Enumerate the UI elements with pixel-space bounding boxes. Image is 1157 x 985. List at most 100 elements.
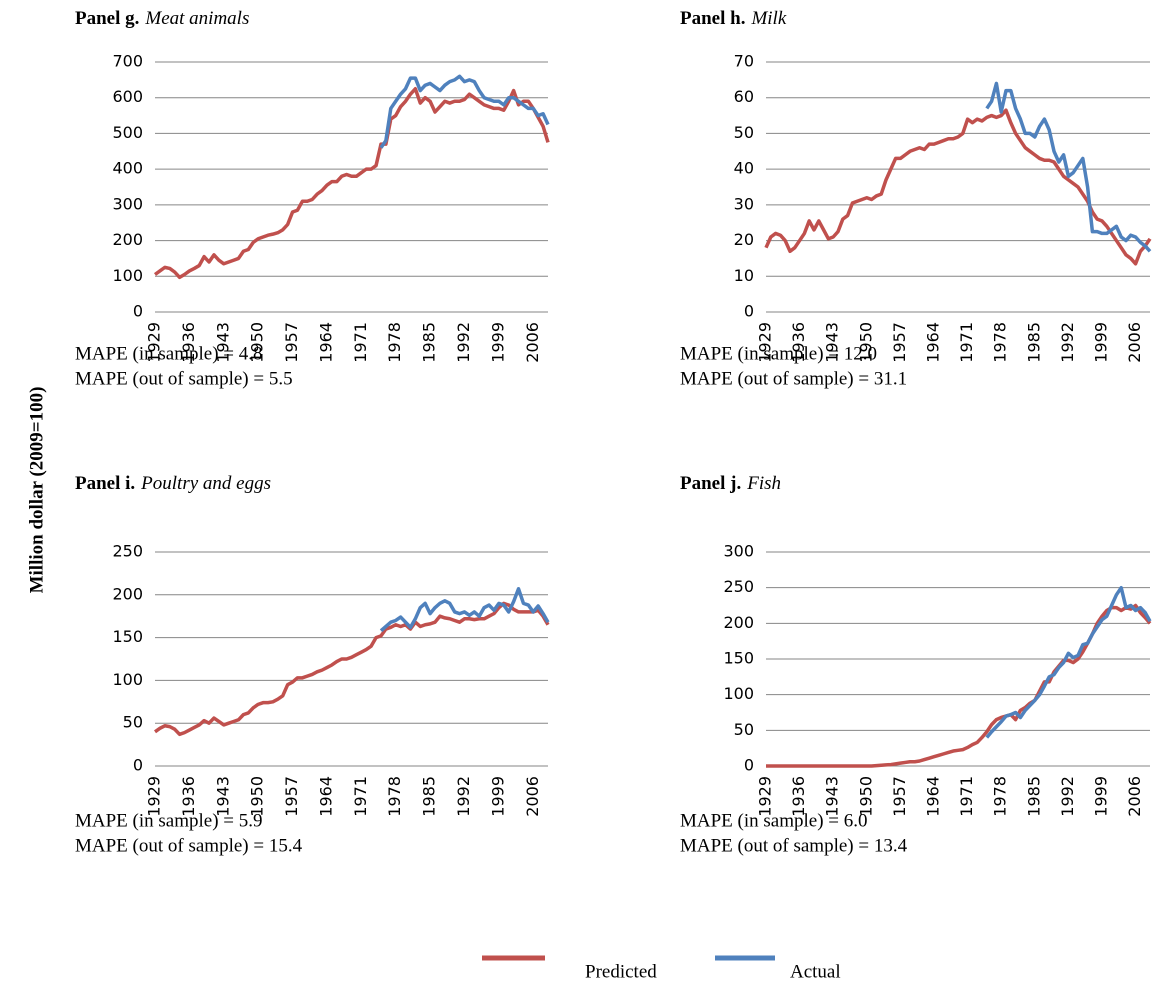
panel-name: Milk <box>750 8 786 29</box>
y-tick-label: 10 <box>734 266 754 285</box>
x-tick-label: 1957 <box>282 776 301 817</box>
x-tick-label: 1978 <box>991 322 1010 363</box>
y-tick-label: 100 <box>112 670 143 689</box>
x-tick-label: 1985 <box>420 322 439 363</box>
y-tick-label: 50 <box>734 720 754 739</box>
x-tick-label: 1971 <box>351 322 370 363</box>
x-tick-label: 1964 <box>316 322 335 363</box>
x-tick-label: 1964 <box>924 776 943 817</box>
y-tick-label: 150 <box>723 649 754 668</box>
y-tick-label: 200 <box>112 230 143 249</box>
y-tick-label: 250 <box>723 577 754 596</box>
y-tick-label: 20 <box>734 230 754 249</box>
series-line <box>764 108 1152 266</box>
x-tick-label: 2006 <box>1125 776 1144 817</box>
y-tick-label: 30 <box>734 194 754 213</box>
panel-title: Panel j. Fish <box>680 473 781 494</box>
annotation: MAPE (in sample) = 4.8 <box>75 343 263 364</box>
annotation: MAPE (in sample) = 6.0 <box>680 810 868 831</box>
x-tick-label: 1978 <box>991 776 1010 817</box>
annotation: MAPE (out of sample) = 13.4 <box>680 835 908 856</box>
x-tick-label: 1999 <box>1092 322 1111 363</box>
y-tick-label: 0 <box>744 756 754 775</box>
x-tick-label: 1957 <box>282 322 301 363</box>
x-tick-label: 1992 <box>1058 322 1077 363</box>
y-axis-title: Million dollar (2009=100) <box>26 387 47 594</box>
x-tick-label: 1929 <box>756 322 775 363</box>
x-tick-label: 2006 <box>523 322 542 363</box>
x-tick-label: 1971 <box>351 776 370 817</box>
y-tick-label: 200 <box>723 613 754 632</box>
y-tick-label: 100 <box>723 684 754 703</box>
x-tick-label: 1992 <box>1058 776 1077 817</box>
annotation: MAPE (out of sample) = 5.5 <box>75 368 293 389</box>
x-tick-label: 1936 <box>179 322 198 363</box>
x-tick-label: 1950 <box>248 322 267 363</box>
x-tick-label: 1943 <box>213 776 232 817</box>
x-tick-label: 1999 <box>488 776 507 817</box>
panel-label: Panel g. <box>75 8 139 29</box>
series-line <box>985 81 1152 253</box>
x-tick-label: 1992 <box>454 322 473 363</box>
x-tick-label: 1992 <box>454 776 473 817</box>
x-tick-label: 1950 <box>248 776 267 817</box>
y-tick-label: 0 <box>133 756 143 775</box>
annotation: MAPE (in sample) = 5.9 <box>75 810 263 831</box>
panel-label: Panel i. <box>75 473 135 494</box>
x-tick-label: 1936 <box>789 776 808 817</box>
x-tick-label: 1971 <box>957 322 976 363</box>
x-tick-label: 1943 <box>823 776 842 817</box>
series-line <box>153 87 550 280</box>
x-tick-label: 1964 <box>924 322 943 363</box>
legend-label: Actual <box>790 961 841 982</box>
y-tick-label: 400 <box>112 159 143 178</box>
x-tick-label: 2006 <box>523 776 542 817</box>
y-tick-label: 300 <box>112 194 143 213</box>
panel-title: Panel g. Meat animals <box>75 8 249 29</box>
panel-name: Poultry and eggs <box>140 473 271 494</box>
annotation: MAPE (in sample) = 12.0 <box>680 343 877 364</box>
x-tick-label: 1950 <box>856 322 875 363</box>
y-tick-label: 200 <box>112 584 143 603</box>
panel-label: Panel j. <box>680 473 741 494</box>
panel-name: Fish <box>746 473 781 494</box>
x-tick-label: 1978 <box>385 322 404 363</box>
x-tick-label: 1999 <box>1092 776 1111 817</box>
x-tick-label: 1929 <box>145 776 164 817</box>
panel-title: Panel h. Milk <box>680 8 787 29</box>
y-tick-label: 50 <box>734 123 754 142</box>
x-tick-label: 2006 <box>1125 322 1144 363</box>
x-tick-label: 1985 <box>1024 776 1043 817</box>
x-tick-label: 1943 <box>823 322 842 363</box>
x-tick-label: 1936 <box>789 322 808 363</box>
legend-label: Predicted <box>585 961 657 982</box>
x-tick-label: 1943 <box>213 322 232 363</box>
x-tick-label: 1999 <box>488 322 507 363</box>
x-tick-label: 1929 <box>145 322 164 363</box>
y-tick-label: 0 <box>744 302 754 321</box>
x-tick-label: 1971 <box>957 776 976 817</box>
y-tick-label: 70 <box>734 52 754 71</box>
x-tick-label: 1929 <box>756 776 775 817</box>
annotation: MAPE (out of sample) = 31.1 <box>680 368 907 389</box>
x-tick-label: 1985 <box>1024 322 1043 363</box>
series-line <box>379 587 550 633</box>
x-tick-label: 1957 <box>890 776 909 817</box>
series-line <box>379 74 550 149</box>
annotation: MAPE (out of sample) = 15.4 <box>75 835 303 856</box>
x-tick-label: 1978 <box>385 776 404 817</box>
x-tick-label: 1936 <box>179 776 198 817</box>
y-tick-label: 700 <box>112 52 143 71</box>
x-tick-label: 1950 <box>856 776 875 817</box>
y-tick-label: 60 <box>734 87 754 106</box>
x-tick-label: 1957 <box>890 322 909 363</box>
series-line <box>153 601 550 737</box>
y-tick-label: 40 <box>734 159 754 178</box>
y-tick-label: 250 <box>112 542 143 561</box>
y-tick-label: 50 <box>123 713 143 732</box>
y-tick-label: 0 <box>133 302 143 321</box>
x-tick-label: 1985 <box>420 776 439 817</box>
y-tick-label: 500 <box>112 123 143 142</box>
y-tick-label: 600 <box>112 87 143 106</box>
